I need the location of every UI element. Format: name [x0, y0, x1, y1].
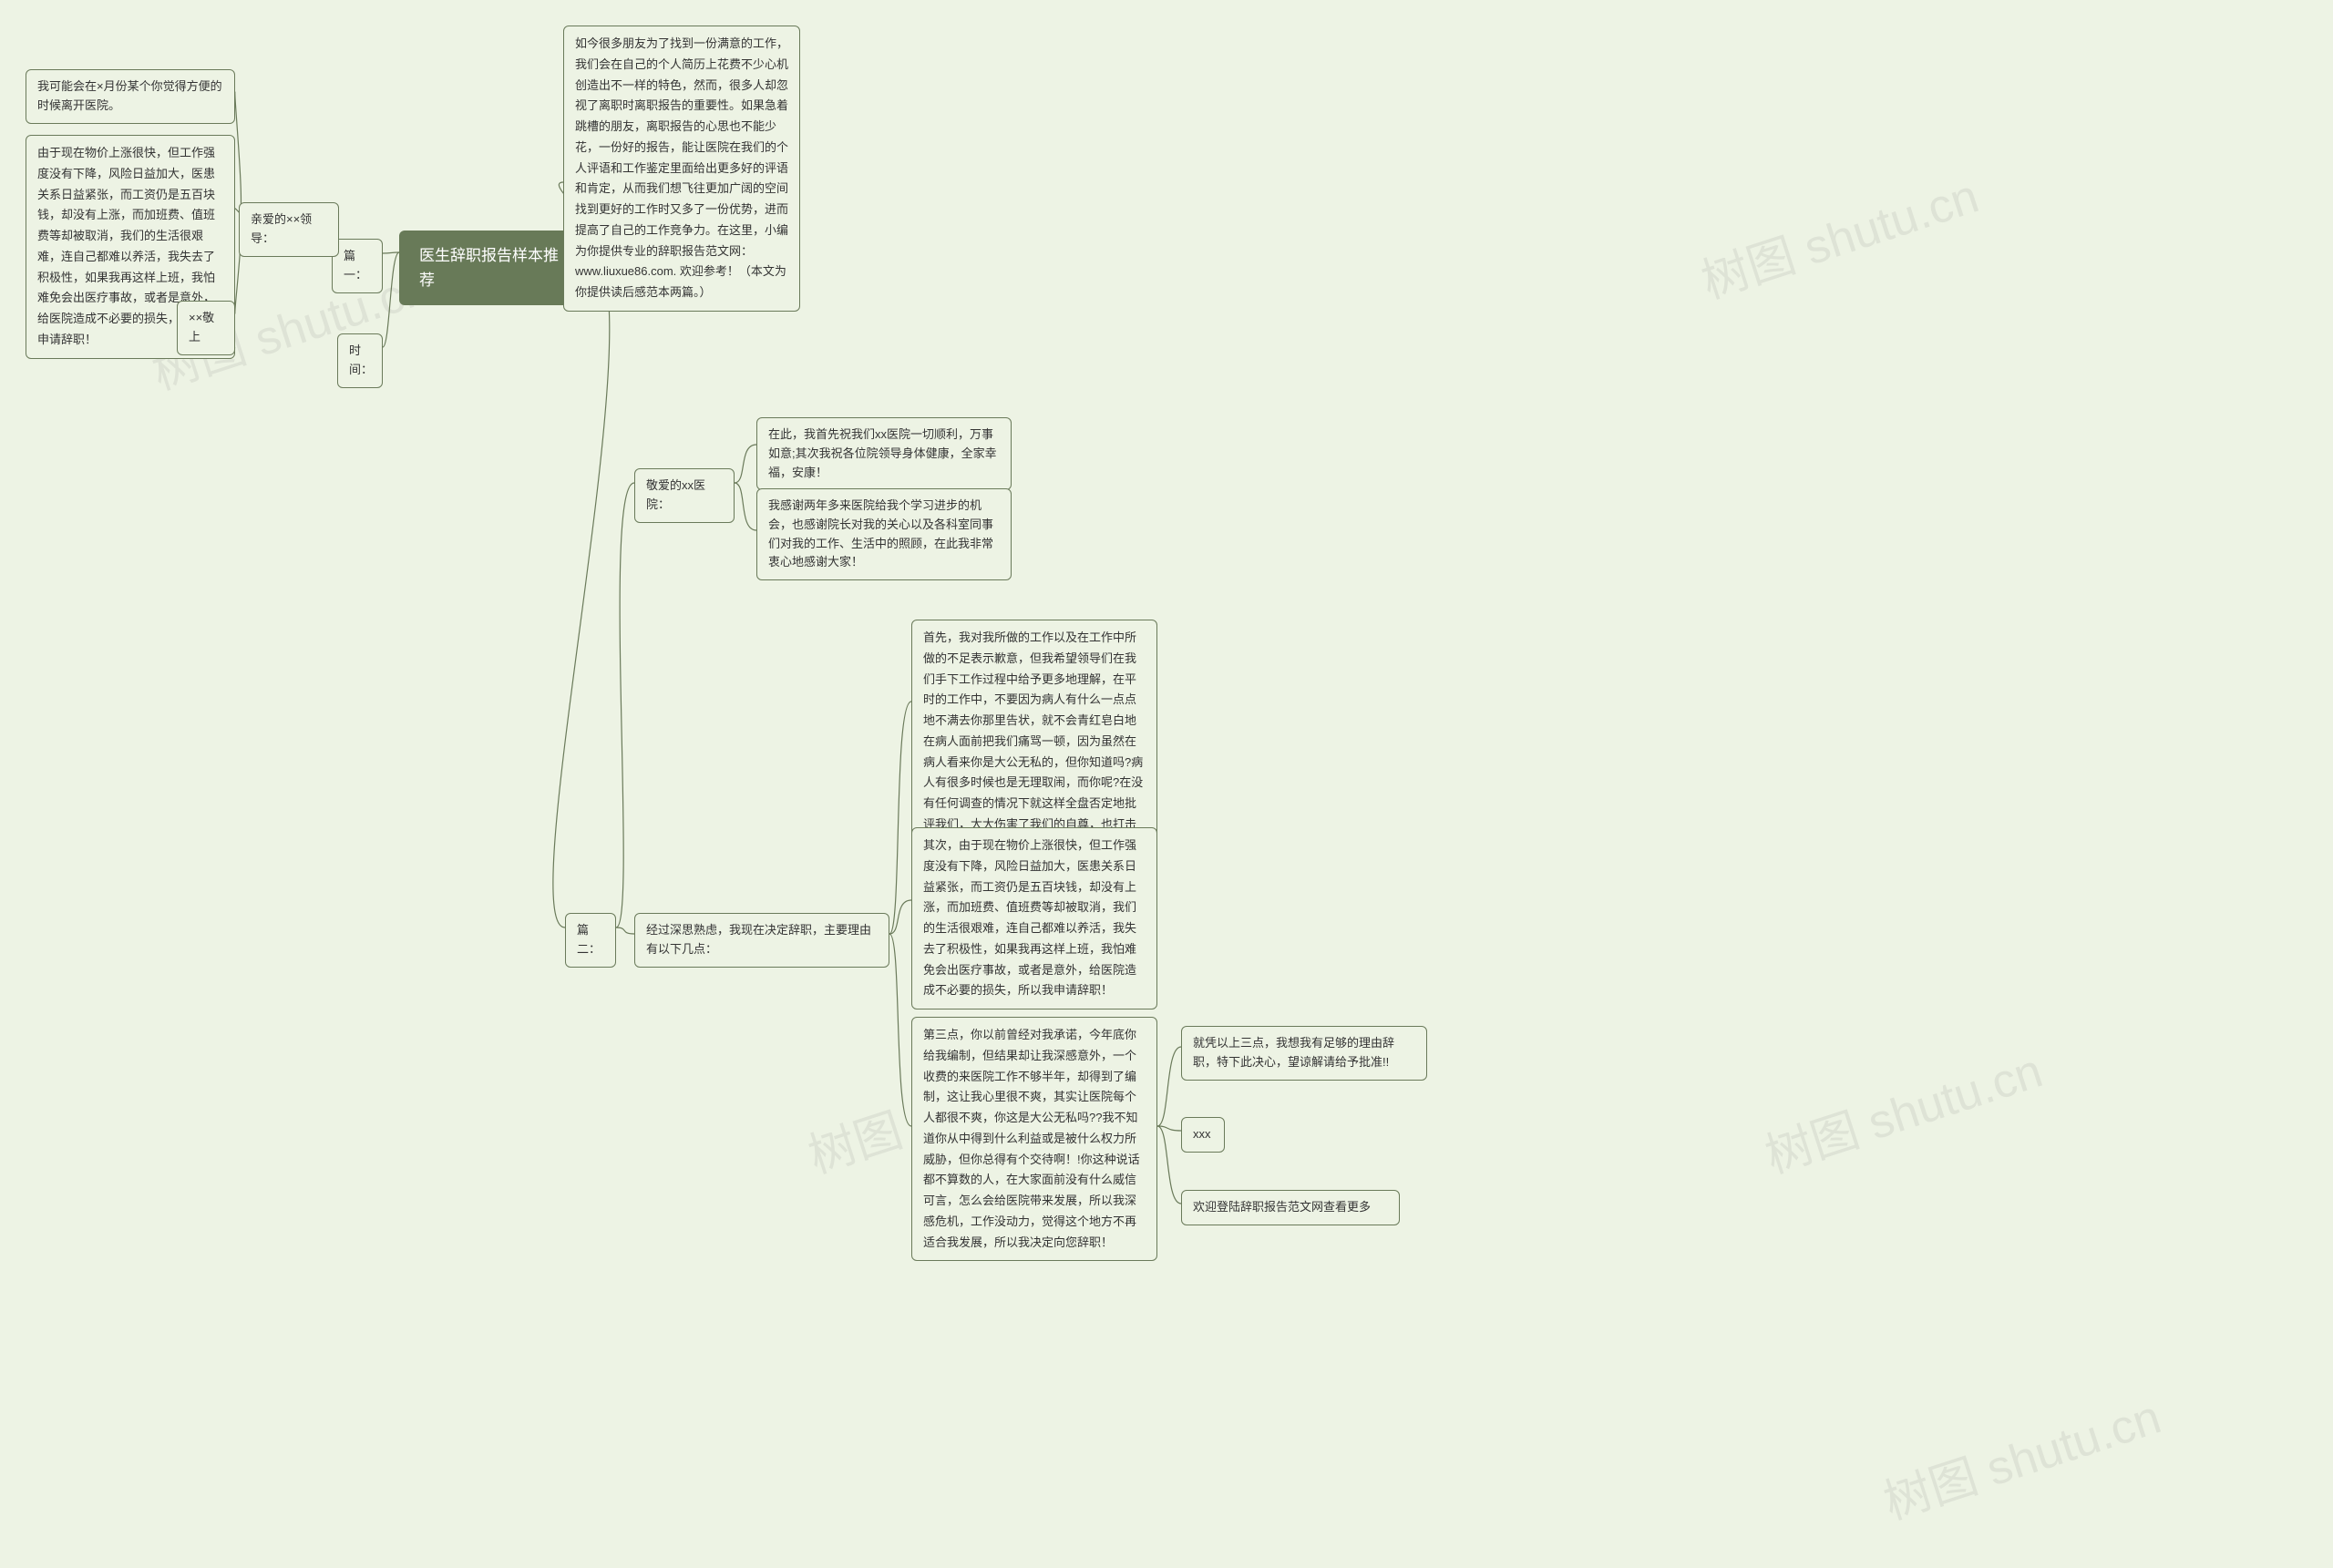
watermark-text: 树图 shutu.cn — [1691, 158, 1986, 312]
connector-path — [383, 252, 399, 347]
watermark-text: 树图 shutu.cn — [1755, 1032, 2050, 1186]
p1-a-node: 我可能会在×月份某个你觉得方便的时候离开医院。 — [26, 69, 235, 124]
connector-path — [735, 483, 756, 530]
connector-path — [735, 445, 756, 483]
p2-r2-node: xxx — [1181, 1117, 1225, 1153]
connector-path — [889, 702, 911, 934]
connector-path — [235, 91, 242, 217]
p2-label-node: 篇二： — [565, 913, 616, 968]
p2-hosp-a-node: 在此，我首先祝我们xx医院一切顺利，万事如意;其次我祝各位院领导身体健康，全家幸… — [756, 417, 1012, 490]
connector-path — [1157, 1126, 1181, 1204]
p1-leader-node: 亲爱的××领导： — [239, 202, 339, 257]
connector-path — [616, 927, 634, 934]
p2-think-c-node: 第三点，你以前曾经对我承诺，今年底你给我编制，但结果却让我深感意外，一个收费的来… — [911, 1017, 1157, 1261]
connector-path — [1157, 1126, 1181, 1131]
p1-time-node: 时间： — [337, 333, 383, 388]
center-node: 医生辞职报告样本推荐 — [399, 231, 587, 305]
intro-node: 如今很多朋友为了找到一份满意的工作，我们会在自己的个人简历上花费不少心机创造出不… — [563, 26, 800, 312]
watermark-text: 树图 shutu.cn — [1874, 1378, 2168, 1532]
p1-label-node: 篇一： — [332, 239, 383, 293]
connector-path — [889, 900, 911, 934]
connector-path — [889, 934, 911, 1126]
p2-think-b-node: 其次，由于现在物价上涨很快，但工作强度没有下降，风险日益加大，医患关系日益紧张，… — [911, 827, 1157, 1009]
connector-path — [1157, 1047, 1181, 1126]
p2-hosp-node: 敬爱的xx医院： — [634, 468, 735, 523]
p2-think-node: 经过深思熟虑，我现在决定辞职，主要理由有以下几点： — [634, 913, 889, 968]
connector-path — [616, 483, 634, 927]
connector-path — [553, 252, 610, 927]
connectors-svg — [0, 0, 2333, 1568]
connector-path — [383, 252, 399, 253]
p2-r3-node: 欢迎登陆辞职报告范文网查看更多 — [1181, 1190, 1400, 1225]
p2-r1-node: 就凭以上三点，我想我有足够的理由辞职，特下此决心，望谅解请给予批准!! — [1181, 1026, 1427, 1081]
p2-hosp-b-node: 我感谢两年多来医院给我个学习进步的机会，也感谢院长对我的关心以及各科室同事们对我… — [756, 488, 1012, 580]
p1-c-node: ××敬上 — [177, 301, 235, 355]
